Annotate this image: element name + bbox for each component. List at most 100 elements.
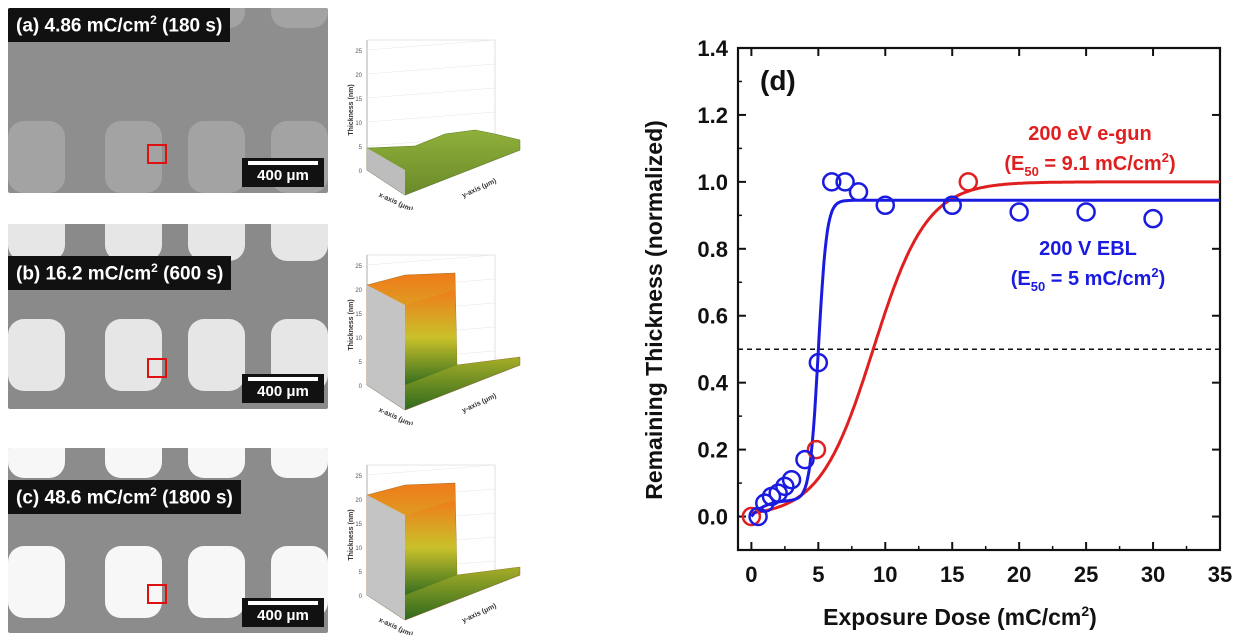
surface-front — [405, 290, 457, 385]
data-point-ebl — [835, 172, 855, 192]
data-point-ebl — [1009, 202, 1029, 222]
data-point-ebl — [781, 469, 802, 490]
x-tick-label: 15 — [940, 562, 964, 587]
pattern-square — [105, 546, 162, 618]
pattern-square — [271, 8, 328, 28]
x-tick-label: 10 — [873, 562, 897, 587]
y-axis-label: y-axis (μm) — [461, 178, 497, 200]
surface-side — [367, 495, 405, 620]
data-point-egun — [958, 172, 979, 192]
data-point-ebl — [875, 195, 896, 216]
series-annotation-egun-e50: (E50 = 9.1 mC/cm2) — [1004, 150, 1175, 179]
data-point-ebl — [755, 493, 775, 513]
y-tick-label: 0.6 — [697, 304, 728, 329]
roi-marker-a — [147, 144, 167, 164]
pattern-square — [8, 319, 65, 391]
x-axis-label: x-axis (μm) — [377, 617, 413, 635]
pattern-square — [188, 546, 245, 618]
pattern-square — [8, 121, 65, 193]
roi-marker-b — [147, 358, 167, 378]
thickness-surface — [366, 129, 521, 196]
z-axis-label: Thickness (nm) — [348, 299, 355, 350]
x-tick-label: 25 — [1074, 562, 1098, 587]
fit-curves — [750, 180, 1220, 518]
z-tick-label: 10 — [355, 336, 362, 342]
data-point-ebl — [1076, 202, 1096, 222]
thickness-profile-3d-a: 0 5 10 15 20 25 Thickness (nm) x-axis (μm) y-axi… — [348, 39, 521, 210]
grid-line — [366, 464, 496, 476]
z-tick-label: 10 — [355, 121, 362, 127]
scalebar-a: 400 μm — [242, 158, 324, 187]
panel-label-b: (b) 16.2 mC/cm2 (600 s) — [8, 256, 232, 291]
data-point-egun — [741, 506, 762, 527]
sem-image-a: (a) 4.86 mC/cm2 (180 s) 400 μm — [8, 8, 328, 193]
pattern-square — [8, 546, 65, 618]
pattern-square — [188, 319, 245, 391]
panel-label-d: (d) — [760, 65, 796, 96]
plot-frame — [736, 46, 1222, 552]
y-tick-label: 0.0 — [697, 505, 728, 530]
y-tick-label: 1.0 — [697, 170, 728, 195]
data-point-ebl — [848, 182, 869, 202]
z-tick-label: 15 — [355, 522, 362, 528]
sem-image-b: (b) 16.2 mC/cm2 (600 s) 400 μm — [8, 224, 328, 409]
y-axis-label: Remaining Thickness (normalized) — [641, 120, 667, 500]
x-tick-label: 5 — [812, 562, 824, 587]
series-annotation-ebl: 200 V EBL — [1039, 238, 1137, 260]
chart-remaining-thickness: 0 5 10 15 20 25 30 35 0.0 0.2 0.4 0.6 0.8 1.0 1.2 1.4 (… — [641, 36, 1232, 630]
z-tick-label: 5 — [359, 145, 363, 151]
z-tick-label: 20 — [355, 288, 362, 294]
thickness-profile-3d-b: 0 5 10 15 20 25 Thickness (nm) x-axis (μm) y-axi… — [348, 254, 521, 425]
data-point-ebl — [942, 195, 962, 216]
x-axis-label: x-axis (μm) — [377, 407, 413, 425]
data-point-ebl — [821, 172, 842, 192]
pattern-square — [188, 224, 245, 261]
panel-label-a: (a) 4.86 mC/cm2 (180 s) — [8, 8, 231, 43]
y-tick-label: 1.4 — [697, 36, 728, 61]
z-tick-label: 25 — [355, 474, 362, 480]
scalebar-c: 400 μm — [242, 598, 324, 627]
surface-front — [405, 500, 457, 595]
z-tick-label: 0 — [359, 169, 363, 175]
x-tick-label: 35 — [1208, 562, 1232, 587]
pattern-square — [105, 224, 162, 261]
series-annotation-egun: 200 eV e-gun — [1028, 123, 1151, 145]
data-point-ebl — [795, 449, 815, 470]
data-point-ebl — [775, 476, 795, 497]
z-tick-label: 5 — [359, 360, 363, 366]
pattern-square — [8, 448, 65, 478]
fit-curve-egun — [751, 180, 1220, 515]
sem-image-c: (c) 48.6 mC/cm2 (1800 s) 400 μm — [8, 448, 328, 633]
z-tick-label: 5 — [359, 570, 363, 576]
pattern-square — [271, 224, 328, 261]
pattern-square — [105, 121, 162, 193]
fit-curve-ebl — [750, 198, 1220, 518]
surface-side — [367, 148, 405, 195]
y-tick-label: 0.8 — [697, 237, 728, 262]
z-axis-label: Thickness (nm) — [348, 509, 355, 560]
data-point-ebl — [768, 483, 788, 503]
pattern-square — [271, 448, 328, 478]
x-axis-label: Exposure Dose (mC/cm2) — [823, 603, 1097, 630]
y-axis-label: y-axis (μm) — [461, 603, 497, 625]
pattern-square — [105, 448, 162, 478]
x-axis-label: x-axis (μm) — [377, 192, 413, 210]
thickness-profile-3d-c: 0 5 10 15 20 25 Thickness (nm) x-axis (μm) y-axi… — [348, 464, 521, 635]
z-tick-label: 25 — [355, 49, 362, 55]
data-point-egun — [806, 439, 827, 460]
grid-line — [366, 87, 496, 99]
grid-line — [366, 254, 496, 266]
pattern-square — [188, 121, 245, 193]
z-tick-label: 20 — [355, 73, 362, 79]
y-axis-label: y-axis (μm) — [461, 393, 497, 415]
z-tick-label: 20 — [355, 498, 362, 504]
z-tick-label: 15 — [355, 312, 362, 318]
chart-axes: 0 5 10 15 20 25 30 35 0.0 0.2 0.4 0.6 0.8 1.0 1.2 1.4 — [697, 36, 1232, 587]
data-points — [741, 172, 1163, 527]
z-tick-label: 25 — [355, 264, 362, 270]
pattern-square — [188, 448, 245, 478]
grid-line — [366, 111, 496, 123]
surface-side — [367, 285, 405, 410]
series-annotation-ebl-e50: (E50 = 5 mC/cm2) — [1011, 265, 1166, 294]
y-tick-label: 0.2 — [697, 438, 728, 463]
